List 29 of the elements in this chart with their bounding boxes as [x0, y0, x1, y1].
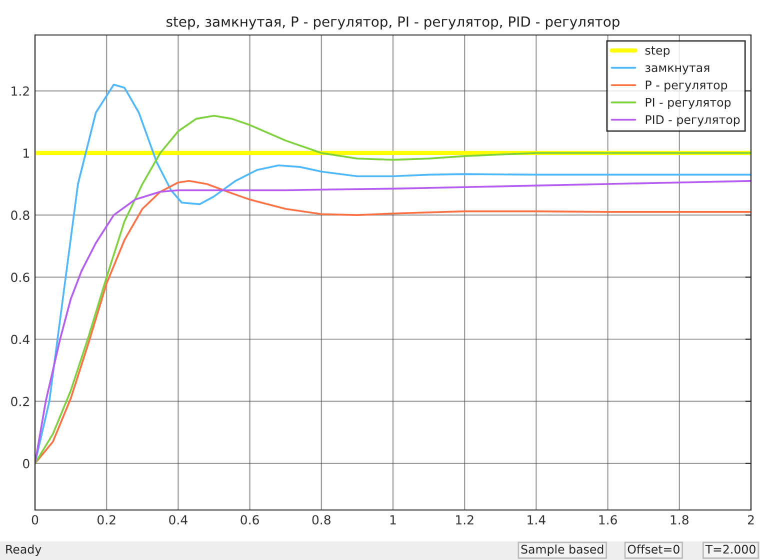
x-tick-label: 0.2 [97, 515, 116, 525]
text: Sample based [521, 544, 604, 556]
y-tick-label: 0.4 [11, 334, 30, 344]
x-tick-label: 2 [748, 515, 754, 524]
x-tick-label: 0.4 [169, 515, 188, 525]
text: Ready [6, 544, 42, 556]
y-tick-label: 0.8 [11, 210, 30, 220]
legend-label: PID - регулятор [646, 115, 740, 126]
x-tick-label: 0.8 [312, 515, 330, 525]
y-tick-label: 1 [24, 148, 29, 158]
x-tick-label: 0.6 [240, 515, 259, 525]
x-tick-label: 1.2 [456, 515, 474, 524]
legend-label: P - регулятор [646, 80, 728, 92]
legend-label: замкнутая [645, 65, 710, 74]
y-tick-label: 0.2 [11, 396, 29, 406]
y-tick-label: 0 [23, 458, 30, 468]
text: Offset=0 [628, 544, 680, 554]
x-tick-label: 1 [390, 515, 396, 524]
chart-title: step, замкнутая, P - регулятор, PI - регулятор, PID - регулятор [166, 16, 620, 30]
y-tick-label: 1.2 [12, 86, 29, 96]
y-tick-label: 0.6 [11, 272, 30, 282]
x-tick-label: 1.8 [670, 515, 688, 525]
x-tick-label: 0 [32, 515, 38, 525]
x-tick-label: 1.4 [528, 515, 546, 524]
legend-label: step [645, 46, 670, 58]
legend-label: PI - регулятор [646, 98, 731, 110]
x-tick-label: 1.6 [599, 515, 617, 525]
line-series [35, 180, 751, 464]
text: T=2.000 [705, 544, 756, 554]
